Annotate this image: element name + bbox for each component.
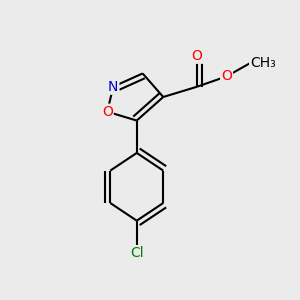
Text: O: O bbox=[192, 49, 203, 63]
Text: CH₃: CH₃ bbox=[250, 56, 276, 70]
Text: N: N bbox=[108, 80, 119, 94]
Text: O: O bbox=[221, 69, 232, 83]
Text: Cl: Cl bbox=[130, 246, 144, 260]
Text: O: O bbox=[102, 105, 113, 119]
